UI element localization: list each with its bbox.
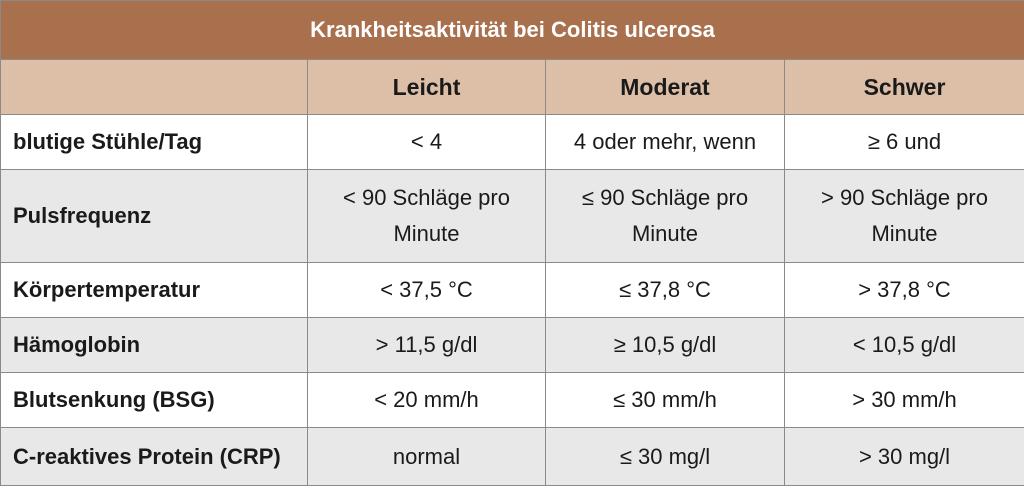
row-label: Pulsfrequenz (0, 169, 308, 263)
cell-moderat: ≤ 30 mg/l (545, 427, 785, 486)
cell-schwer: > 30 mg/l (783, 427, 1024, 486)
cell-leicht: normal (307, 427, 546, 486)
cell-leicht: > 11,5 g/dl (307, 317, 546, 373)
header-leicht: Leicht (307, 59, 546, 115)
cell-moderat: 4 oder mehr, wenn (545, 114, 785, 170)
cell-moderat-text: ≤ 90 Schläge pro Minute (581, 185, 749, 246)
row-label: Hämoglobin (0, 317, 308, 373)
cell-leicht: < 90 Schläge pro Minute (307, 169, 546, 263)
row-label: blutige Stühle/Tag (0, 114, 308, 170)
cell-leicht: < 37,5 °C (307, 262, 546, 318)
row-label: Blutsenkung (BSG) (0, 372, 308, 428)
table-row: blutige Stühle/Tag < 4 4 oder mehr, wenn… (0, 114, 1024, 170)
cell-schwer: > 30 mm/h (783, 372, 1024, 428)
table-row: C-reaktives Protein (CRP) normal ≤ 30 mg… (0, 427, 1024, 486)
header-moderat: Moderat (545, 59, 785, 115)
table-row: Hämoglobin > 11,5 g/dl ≥ 10,5 g/dl < 10,… (0, 317, 1024, 373)
cell-schwer: > 90 Schläge pro Minute (783, 169, 1024, 263)
cell-schwer: ≥ 6 und (783, 114, 1024, 170)
table-row: Pulsfrequenz < 90 Schläge pro Minute ≤ 9… (0, 169, 1024, 263)
cell-moderat: ≤ 90 Schläge pro Minute (545, 169, 785, 263)
row-label: C-reaktives Protein (CRP) (0, 427, 308, 486)
row-label: Körpertemperatur (0, 262, 308, 318)
cell-schwer: > 37,8 °C (783, 262, 1024, 318)
table-header-row: Leicht Moderat Schwer (0, 59, 1024, 115)
cell-moderat: ≤ 30 mm/h (545, 372, 785, 428)
header-schwer: Schwer (783, 59, 1024, 115)
table-row: Körpertemperatur < 37,5 °C ≤ 37,8 °C > 3… (0, 262, 1024, 318)
disease-activity-table-container: Krankheitsaktivität bei Colitis ulcerosa… (0, 0, 1024, 486)
table-title: Krankheitsaktivität bei Colitis ulcerosa (0, 0, 1024, 60)
table-row: Blutsenkung (BSG) < 20 mm/h ≤ 30 mm/h > … (0, 372, 1024, 428)
disease-activity-table: Krankheitsaktivität bei Colitis ulcerosa… (0, 0, 1024, 486)
cell-leicht-text: < 90 Schläge pro Minute (343, 185, 510, 246)
cell-schwer-text: > 90 Schläge pro Minute (821, 185, 988, 246)
table-title-row: Krankheitsaktivität bei Colitis ulcerosa (0, 0, 1024, 60)
cell-leicht: < 20 mm/h (307, 372, 546, 428)
cell-schwer: < 10,5 g/dl (783, 317, 1024, 373)
cell-moderat: ≥ 10,5 g/dl (545, 317, 785, 373)
header-empty-cell (0, 59, 308, 115)
cell-moderat: ≤ 37,8 °C (545, 262, 785, 318)
cell-leicht: < 4 (307, 114, 546, 170)
